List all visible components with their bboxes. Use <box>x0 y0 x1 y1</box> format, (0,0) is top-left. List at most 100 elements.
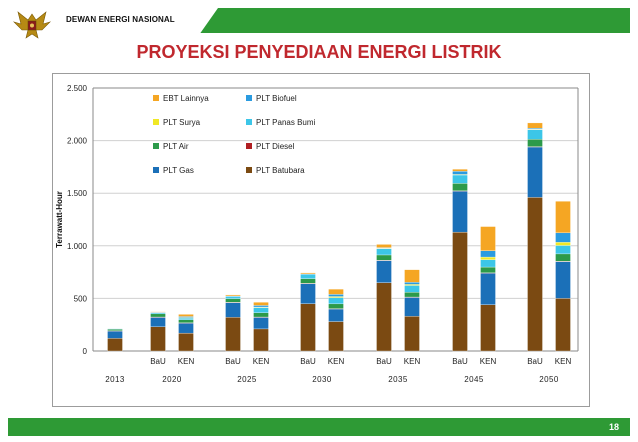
year-label: 2045 <box>464 375 484 384</box>
y-axis-label: Terrawatt-Hour <box>55 191 64 248</box>
year-label: 2013 <box>105 375 125 384</box>
scenario-label: KEN <box>480 357 497 366</box>
bar-segment-ebt-lainnya <box>452 169 468 172</box>
bar-segment-plt-gas <box>107 330 123 339</box>
bar-segment-plt-panas-bumi <box>328 297 344 305</box>
legend-swatch <box>246 119 252 125</box>
legend-label: PLT Panas Bumi <box>256 118 316 127</box>
page-title: PROYEKSI PENYEDIAAN ENERGI LISTRIK <box>136 42 502 62</box>
legend-swatch <box>246 95 252 101</box>
scenario-label: BaU <box>300 357 316 366</box>
bar-segment-plt-surya <box>404 284 420 286</box>
bar-segment-plt-batubara <box>555 298 571 352</box>
bar-segment-plt-batubara <box>404 316 420 352</box>
bar-segment-ebt-lainnya <box>300 272 316 275</box>
bar-segment-plt-surya <box>555 242 571 246</box>
bar-segment-ebt-lainnya <box>404 269 420 283</box>
bar-segment-plt-panas-bumi <box>452 174 468 184</box>
bar-segment-ebt-lainnya <box>178 314 194 317</box>
bar-segment-plt-air <box>527 139 543 147</box>
y-tick-label: 1.000 <box>67 242 88 251</box>
page-number: 18 <box>598 418 630 436</box>
bar-segment-plt-batubara <box>328 321 344 352</box>
bar-segment-ebt-lainnya <box>328 288 344 295</box>
bar-segment-plt-batubara <box>376 282 392 352</box>
scenario-label: KEN <box>555 357 572 366</box>
bar-segment-plt-batubara <box>225 317 241 352</box>
bar-segment-plt-gas <box>452 190 468 233</box>
bar-segment-plt-batubara <box>150 326 166 352</box>
bar-segment-plt-gas <box>150 317 166 327</box>
bar-segment-plt-gas <box>178 322 194 334</box>
bar-segment-ebt-lainnya <box>555 201 571 234</box>
legend-swatch <box>153 119 159 125</box>
y-tick-label: 2.000 <box>67 137 88 146</box>
scenario-label: BaU <box>527 357 543 366</box>
bar-segment-plt-panas-bumi <box>253 307 269 313</box>
bar-segment-plt-biofuel <box>555 232 571 243</box>
footer-bar <box>8 418 598 436</box>
legend-label: PLT Air <box>163 142 189 151</box>
garuda-emblem-icon <box>12 11 52 39</box>
bar-segment-plt-panas-bumi <box>376 248 392 256</box>
bar-segment-plt-panas-bumi <box>225 296 241 299</box>
bar-segment-plt-panas-bumi <box>107 328 123 330</box>
y-tick-label: 500 <box>74 294 88 303</box>
legend-label: PLT Surya <box>163 118 201 127</box>
bar-segment-plt-panas-bumi <box>480 259 496 268</box>
bar-segment-plt-panas-bumi <box>178 317 194 320</box>
bar-segment-plt-air <box>404 292 420 298</box>
legend-label: PLT Batubara <box>256 166 305 175</box>
bar-segment-ebt-lainnya <box>225 294 241 297</box>
chart-area: 0 500 1.000 1.500 2.000 2.500 Terrawatt-Hour 20… <box>52 73 590 407</box>
bar-segment-plt-gas <box>404 297 420 317</box>
bar-segment-plt-biofuel <box>404 282 420 285</box>
legend-swatch <box>246 143 252 149</box>
bar-segment-plt-gas <box>300 283 316 304</box>
bar-segment-plt-air <box>555 253 571 262</box>
bar-segment-plt-gas <box>225 302 241 318</box>
bar-segment-plt-air <box>300 278 316 284</box>
bar-segment-plt-surya <box>328 296 344 298</box>
scenario-label: KEN <box>404 357 421 366</box>
year-label: 2050 <box>539 375 559 384</box>
bar-segment-plt-biofuel <box>452 171 468 175</box>
bar-segment-plt-batubara <box>452 231 468 352</box>
bar-segment-ebt-lainnya <box>527 122 543 129</box>
bar-segment-plt-gas <box>480 273 496 305</box>
bar-segment-plt-panas-bumi <box>150 312 166 315</box>
legend-label: PLT Biofuel <box>256 94 297 103</box>
bar-segment-plt-gas <box>328 308 344 322</box>
y-tick-label: 0 <box>83 347 88 356</box>
year-label: 2020 <box>162 375 182 384</box>
stacked-bar-chart: 0 500 1.000 1.500 2.000 2.500 Terrawatt-Hour 20… <box>55 84 579 384</box>
legend-label: EBT Lainnya <box>163 94 209 103</box>
bar-segment-plt-air <box>150 313 166 318</box>
bar-segment-plt-panas-bumi <box>404 285 420 293</box>
legend-swatch <box>153 167 159 173</box>
legend-swatch <box>153 95 159 101</box>
bar-segment-plt-batubara <box>253 328 269 352</box>
bar-segment-plt-biofuel <box>178 316 194 318</box>
bar-segment-plt-panas-bumi <box>555 245 571 255</box>
bar-segment-plt-batubara <box>300 303 316 352</box>
bar-segment-plt-biofuel <box>527 128 543 130</box>
bar-segment-plt-biofuel <box>480 250 496 258</box>
bar-segment-plt-biofuel <box>253 305 269 308</box>
bar-segment-plt-batubara <box>527 197 543 352</box>
bar-segment-plt-surya <box>480 256 496 260</box>
bar-segment-plt-gas <box>253 317 269 330</box>
bar-segment-plt-biofuel <box>328 294 344 297</box>
bar-segment-plt-gas <box>527 146 543 198</box>
bar-segment-ebt-lainnya <box>253 302 269 306</box>
bar-segment-plt-batubara <box>178 332 194 352</box>
bar-segment-plt-air <box>328 303 344 309</box>
scenario-label: BaU <box>225 357 241 366</box>
bar-segment-plt-air <box>452 183 468 191</box>
bar-segment-plt-air <box>253 312 269 318</box>
scenario-label: BaU <box>452 357 468 366</box>
legend-swatch <box>246 167 252 173</box>
bar-segment-plt-gas <box>555 261 571 299</box>
header-tab <box>58 8 218 33</box>
legend-label: PLT Diesel <box>256 142 295 151</box>
